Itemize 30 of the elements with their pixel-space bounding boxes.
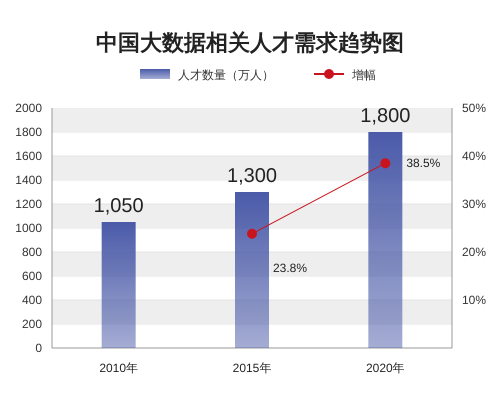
y2-tick-label: 50% <box>462 101 486 115</box>
y-tick-label: 1000 <box>15 221 42 235</box>
y-tick-label: 1200 <box>15 197 42 211</box>
y-tick-label: 600 <box>22 269 42 283</box>
y-tick-label: 1600 <box>15 149 42 163</box>
y-tick-label: 1800 <box>15 125 42 139</box>
y-tick-label: 0 <box>35 341 42 355</box>
data-label: 1,800 <box>360 105 410 127</box>
y2-tick-label: 30% <box>462 197 486 211</box>
y-tick-label: 200 <box>22 317 42 331</box>
x-tick-label: 2010年 <box>99 361 138 375</box>
y2-tick-label: 10% <box>462 293 486 307</box>
y2-tick-label: 40% <box>462 149 486 163</box>
data-label: 1,050 <box>94 195 144 217</box>
bar <box>368 132 402 348</box>
y-tick-label: 800 <box>22 245 42 259</box>
data-label: 1,300 <box>226 165 278 187</box>
chart-title: 中国大数据相关人才需求趋势图 <box>96 30 404 55</box>
bar <box>235 192 269 348</box>
legend-label: 人才数量（万人） <box>178 68 274 82</box>
legend-label: 增幅 <box>351 68 376 82</box>
data-label: 38.5% <box>406 156 441 170</box>
data-label: 23.8% <box>273 260 308 275</box>
bar <box>102 222 136 348</box>
x-tick-label: 2020年 <box>366 361 405 375</box>
x-tick-label: 2015年 <box>232 361 272 375</box>
y-tick-label: 1400 <box>15 173 42 187</box>
y2-tick-label: 20% <box>462 245 486 259</box>
y-tick-label: 2000 <box>15 101 42 115</box>
y-tick-label: 400 <box>22 293 42 307</box>
